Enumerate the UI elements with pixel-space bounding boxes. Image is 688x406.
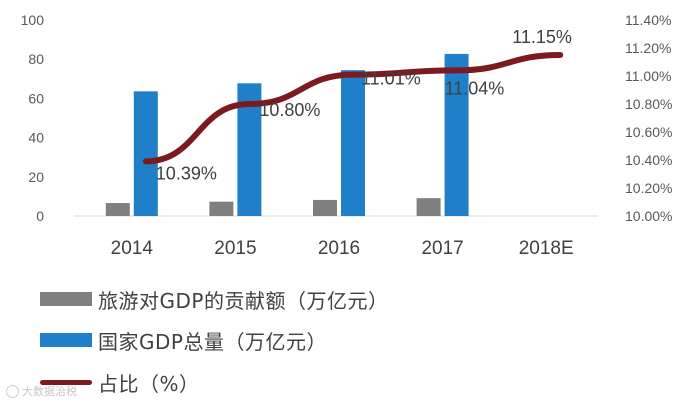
y-left-tick-label: 60 xyxy=(28,90,44,106)
bar-tourism-contribution xyxy=(209,201,234,216)
bar-national-gdp xyxy=(444,53,469,216)
x-tick-label: 2014 xyxy=(111,238,154,259)
watermark-text: 大数据治税 xyxy=(22,385,77,398)
line-data-label: 10.80% xyxy=(259,100,320,120)
line-share-percent xyxy=(142,52,564,165)
y-right-tick-label: 10.20% xyxy=(625,180,672,196)
legend-label: 国家GDP总量（万亿元） xyxy=(98,329,327,354)
legend-label: 占比（%） xyxy=(98,371,200,396)
y-right-tick-label: 11.20% xyxy=(625,40,671,56)
watermark: 大数据治税 xyxy=(6,383,77,399)
bar-national-gdp xyxy=(341,70,365,217)
bar-tourism-contribution xyxy=(105,203,130,216)
x-tick-label: 2016 xyxy=(318,238,360,259)
y-left-tick-label: 80 xyxy=(28,51,44,67)
y-right-tick-label: 11.00% xyxy=(625,68,671,84)
line-data-label: 11.01% xyxy=(361,69,421,89)
x-tick-label: 2018E xyxy=(519,238,574,259)
line-data-label: 10.39% xyxy=(156,163,217,183)
legend-item-national-gdp: 国家GDP总量（万亿元） xyxy=(40,325,327,355)
bar-tourism-contribution xyxy=(416,198,441,216)
combo-chart: 0 20 40 60 80 100 10.00% 10.20% 10.40% 10.60% 10.8… xyxy=(21,12,673,259)
y-left-tick-label: 100 xyxy=(21,12,45,28)
y-left-tick-label: 40 xyxy=(28,130,44,146)
legend-label: 旅游对GDP的贡献额（万亿元） xyxy=(98,288,389,313)
x-tick-label: 2015 xyxy=(214,238,256,259)
y-right-tick-label: 10.60% xyxy=(625,124,672,140)
legend-item-share: 占比（%） xyxy=(40,367,200,397)
legend-item-tourism-contribution: 旅游对GDP的贡献额（万亿元） xyxy=(40,284,388,314)
y-left-tick-label: 0 xyxy=(36,208,44,224)
legend-swatch-blue xyxy=(40,333,92,347)
x-tick-label: 2017 xyxy=(421,238,463,259)
legend-swatch-line xyxy=(40,379,92,385)
line-data-label: 11.15% xyxy=(512,27,572,47)
watermark-icon xyxy=(6,384,19,398)
bar-national-gdp xyxy=(133,91,158,216)
y-right-tick-label: 10.00% xyxy=(625,208,672,224)
y-left-tick-label: 20 xyxy=(28,169,44,185)
legend-swatch-gray xyxy=(40,292,92,306)
bar-tourism-contribution xyxy=(313,199,337,216)
y-right-tick-label: 10.40% xyxy=(625,152,672,168)
y-right-tick-label: 11.40% xyxy=(625,12,671,28)
y-right-tick-label: 10.80% xyxy=(625,96,672,112)
line-data-label: 11.04% xyxy=(445,78,505,98)
